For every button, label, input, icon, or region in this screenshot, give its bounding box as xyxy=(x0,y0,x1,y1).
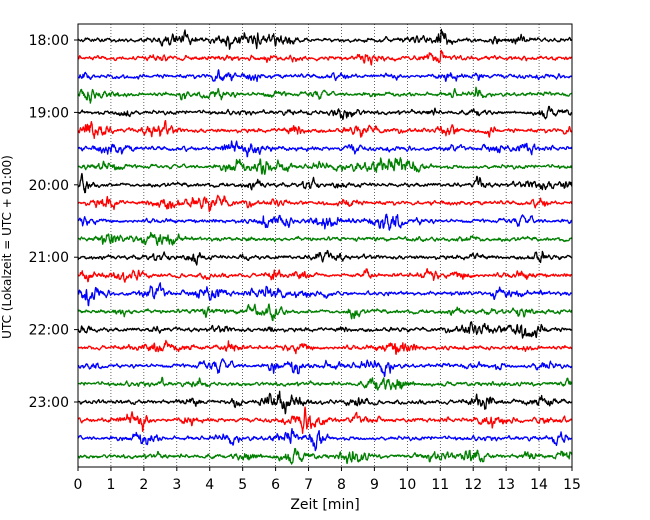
trace-line xyxy=(77,194,573,213)
trace-line xyxy=(77,28,573,50)
x-tick-label: 12 xyxy=(464,477,482,493)
x-tick-label: 10 xyxy=(398,477,416,493)
y-tick-label: 18:00 xyxy=(29,33,69,49)
y-tick-label: 22:00 xyxy=(29,323,69,339)
y-axis-label: UTC (Lokalzeit = UTC + 01:00) xyxy=(0,155,14,339)
y-tick-label: 23:00 xyxy=(29,395,69,411)
y-tick-label: 21:00 xyxy=(29,250,69,266)
trace-line xyxy=(77,157,573,175)
y-axis: 18:00 19:00 20:00 21:00 22:00 23:00 xyxy=(29,33,78,411)
x-tick-label: 1 xyxy=(106,477,115,493)
x-tick-label: 11 xyxy=(431,477,449,493)
trace-line xyxy=(77,358,573,378)
y-tick-label: 19:00 xyxy=(29,105,69,121)
x-tick-label: 15 xyxy=(563,477,581,493)
trace-line xyxy=(77,140,573,158)
x-tick-label: 3 xyxy=(172,477,181,493)
trace-line xyxy=(77,119,573,140)
trace-line xyxy=(77,268,573,283)
x-tick-label: 7 xyxy=(304,477,313,493)
trace-line xyxy=(77,390,573,415)
trace-line xyxy=(77,172,573,194)
plot-frame xyxy=(77,23,573,468)
trace-line xyxy=(77,427,573,452)
trace-line xyxy=(77,49,573,66)
x-tick-label: 0 xyxy=(74,477,83,493)
trace-line xyxy=(77,213,573,231)
x-tick-label: 9 xyxy=(370,477,379,493)
trace-line xyxy=(77,303,573,322)
vertical-grid xyxy=(110,24,540,467)
x-axis-label: Zeit [min] xyxy=(290,497,359,513)
trace-line xyxy=(77,105,573,121)
trace-line xyxy=(77,86,573,104)
x-tick-label: 2 xyxy=(139,477,148,493)
x-tick-label: 14 xyxy=(530,477,548,493)
x-tick-label: 8 xyxy=(337,477,346,493)
trace-group xyxy=(77,28,573,465)
trace-line xyxy=(77,231,573,246)
trace-line xyxy=(77,447,573,465)
y-tick-label: 20:00 xyxy=(29,178,69,194)
trace-line xyxy=(77,376,573,391)
trace-line xyxy=(77,282,573,307)
x-tick-label: 13 xyxy=(497,477,515,493)
trace-line xyxy=(77,406,573,434)
x-tick-label: 5 xyxy=(238,477,247,493)
trace-line xyxy=(77,249,573,266)
x-tick-label: 4 xyxy=(205,477,214,493)
trace-line xyxy=(77,339,573,355)
x-tick-label: 6 xyxy=(271,477,280,493)
trace-line xyxy=(77,321,573,339)
trace-line xyxy=(77,69,573,83)
x-axis: 0 1 2 3 4 5 6 7 8 9 10 11 12 13 14 15 xyxy=(74,467,581,493)
